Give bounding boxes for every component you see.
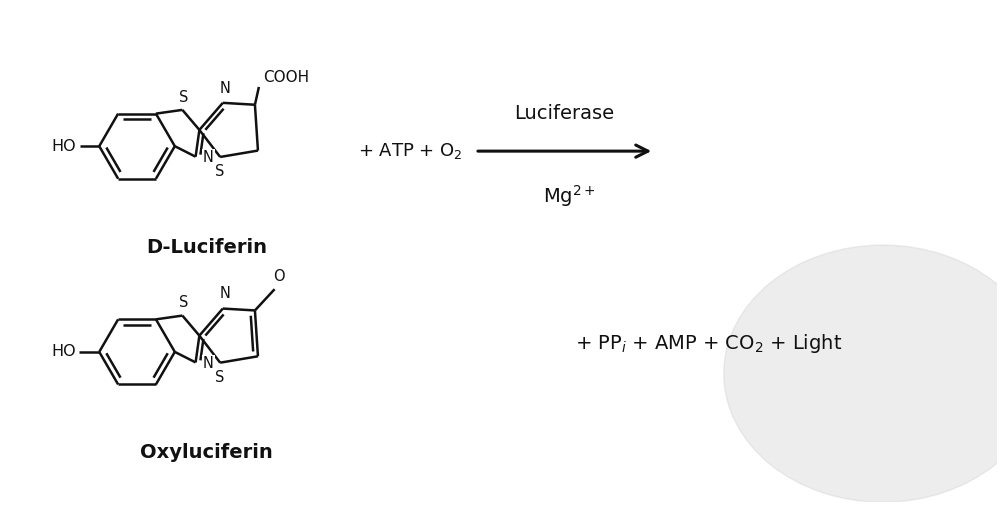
Text: S: S xyxy=(179,295,188,310)
Text: S: S xyxy=(215,370,225,385)
Text: N: N xyxy=(203,356,214,371)
Text: S: S xyxy=(179,89,188,105)
Text: N: N xyxy=(219,80,230,95)
Ellipse shape xyxy=(724,245,1000,502)
Text: O: O xyxy=(273,269,284,284)
Text: COOH: COOH xyxy=(263,70,309,84)
Text: N: N xyxy=(219,286,230,301)
Text: N: N xyxy=(203,150,214,165)
Text: + PP$_i$ + AMP + CO$_2$ + Light: + PP$_i$ + AMP + CO$_2$ + Light xyxy=(575,332,842,356)
Text: Oxyluciferin: Oxyluciferin xyxy=(140,443,273,462)
Text: S: S xyxy=(215,164,225,179)
Text: + ATP + O$_2$: + ATP + O$_2$ xyxy=(358,141,463,161)
Text: Mg$^{2+}$: Mg$^{2+}$ xyxy=(543,183,596,209)
Text: D-Luciferin: D-Luciferin xyxy=(146,237,267,257)
Text: HO: HO xyxy=(52,344,76,360)
Text: Luciferase: Luciferase xyxy=(515,104,615,123)
Text: HO: HO xyxy=(52,139,76,154)
